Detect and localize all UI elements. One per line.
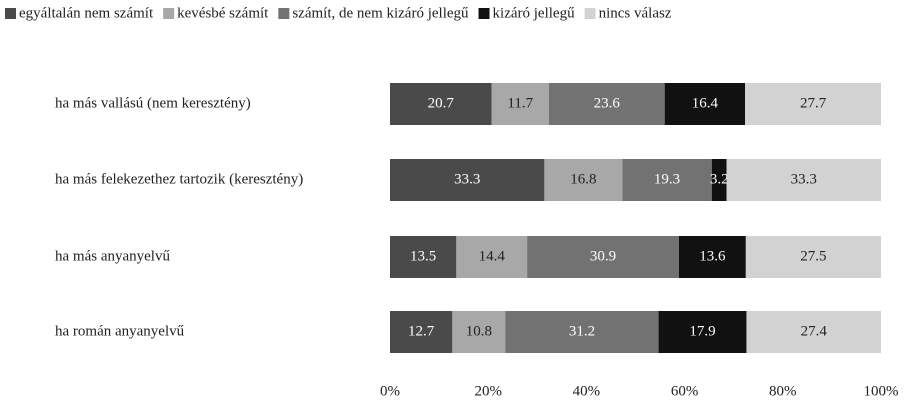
value-label: 23.6 [594, 95, 621, 111]
value-label: 14.4 [479, 248, 506, 264]
legend-swatch [278, 8, 290, 19]
value-label: 16.8 [570, 171, 596, 187]
x-tick-label: 80% [769, 383, 797, 399]
legend-label: kizáró jellegű [493, 5, 576, 21]
bar-segment [544, 159, 623, 201]
x-tick-label: 60% [671, 383, 699, 399]
bar-segment [390, 159, 545, 201]
bar-segment [745, 236, 881, 278]
category-label: ha más felekezethez tartozik (keresztény… [55, 171, 303, 187]
value-label: 27.5 [800, 248, 826, 264]
bar-segment [505, 311, 659, 353]
value-label: 16.4 [692, 95, 719, 111]
value-label: 3.2 [710, 171, 729, 187]
bar-segment [745, 83, 881, 125]
legend-swatch [584, 8, 596, 19]
bar-segment [390, 83, 492, 125]
bar-segment [664, 83, 746, 125]
legend-label: kevésbé számít [177, 5, 269, 21]
legend-label: nincs válasz [599, 5, 672, 21]
value-label: 20.7 [428, 95, 455, 111]
value-label: 13.5 [410, 248, 436, 264]
category-label: ha más anyanyelvű [55, 248, 170, 264]
legend-swatch [478, 8, 490, 19]
value-label: 31.2 [569, 323, 595, 339]
x-tick-label: 20% [474, 383, 502, 399]
value-label: 27.7 [800, 95, 827, 111]
bar-segment [491, 83, 549, 125]
category-label: ha román anyanyelvű [55, 323, 185, 339]
x-tick-label: 40% [573, 383, 601, 399]
bar-segment [746, 311, 881, 353]
legend-label: számít, de nem kizáró jellegű [292, 5, 469, 21]
bar-segment [390, 236, 457, 278]
value-label: 19.3 [654, 171, 680, 187]
bar-segment [390, 311, 453, 353]
legend-swatch [5, 8, 16, 19]
value-label: 17.9 [689, 323, 715, 339]
value-label: 10.8 [466, 323, 492, 339]
bar-segment [726, 159, 881, 201]
value-label: 11.7 [507, 95, 533, 111]
bar-segment [548, 83, 665, 125]
value-label: 13.6 [699, 248, 726, 264]
bar-segment [658, 311, 747, 353]
bar-segment [527, 236, 679, 278]
x-tick-label: 100% [864, 383, 899, 399]
legend-label: egyáltalán nem számít [19, 5, 154, 21]
x-tick-label: 0% [380, 383, 400, 399]
bar-segment [452, 311, 506, 353]
legend-swatch [163, 8, 175, 19]
bar-segment [711, 159, 727, 201]
value-label: 33.3 [791, 171, 817, 187]
value-label: 33.3 [454, 171, 480, 187]
bar-segment [622, 159, 712, 201]
bar-segment [456, 236, 528, 278]
category-label: ha más vallású (nem keresztény) [55, 95, 251, 111]
value-label: 27.4 [801, 323, 828, 339]
bar-segment [678, 236, 746, 278]
value-label: 12.7 [408, 323, 435, 339]
value-label: 30.9 [590, 248, 616, 264]
